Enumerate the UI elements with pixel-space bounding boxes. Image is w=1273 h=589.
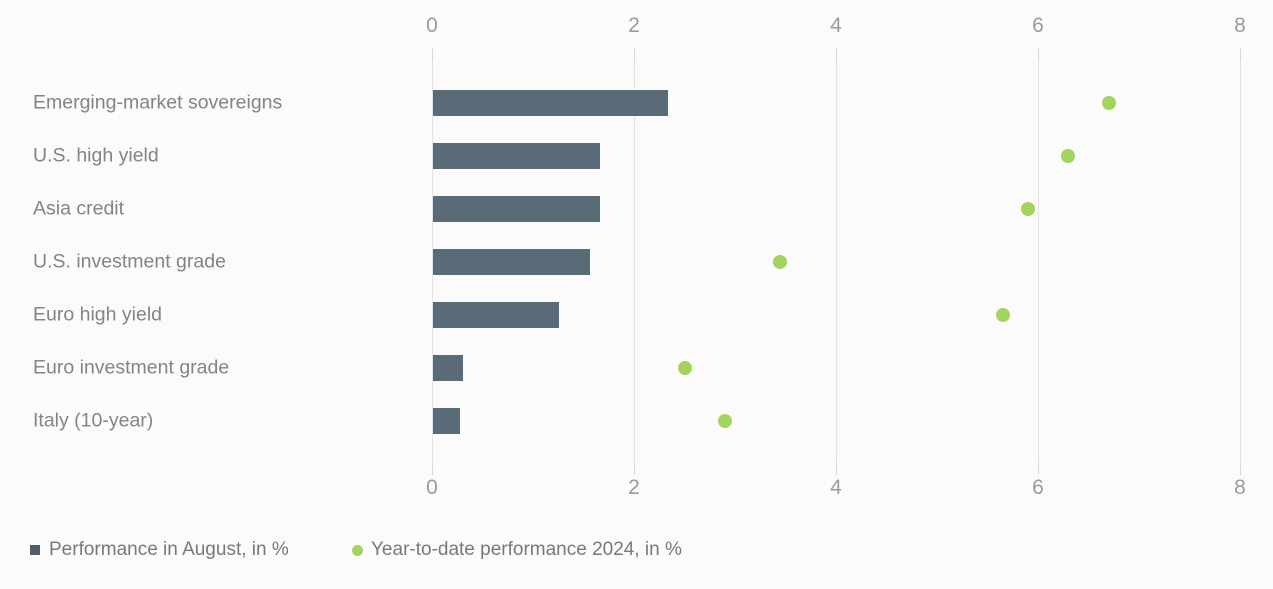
x-axis-label-top: 8 [1234, 14, 1246, 37]
gridline [1038, 60, 1039, 462]
bar-august [433, 408, 461, 434]
axis-tick-bottom [1240, 462, 1241, 475]
axis-tick-bottom [836, 462, 837, 475]
x-axis-label-top: 0 [426, 14, 438, 37]
dot-ytd [995, 308, 1010, 322]
x-axis-label-top: 4 [830, 14, 842, 37]
x-axis-label-bottom: 0 [426, 476, 438, 499]
legend-item-ytd: Year-to-date performance 2024, in % [352, 539, 682, 561]
gridline [836, 60, 837, 462]
axis-tick-top [836, 48, 837, 61]
gridline [1240, 60, 1241, 462]
category-label: Euro high yield [33, 303, 162, 326]
axis-tick-bottom [1038, 462, 1039, 475]
dot-ytd [677, 361, 692, 375]
x-axis-label-top: 6 [1032, 14, 1044, 37]
bar-august [433, 90, 669, 116]
x-axis-label-bottom: 8 [1234, 476, 1246, 499]
dot-ytd [1061, 149, 1076, 163]
x-axis-label-bottom: 2 [628, 476, 640, 499]
axis-tick-bottom [432, 462, 433, 475]
x-axis-label-bottom: 6 [1032, 476, 1044, 499]
dot-ytd [1101, 96, 1116, 110]
bar-august [433, 196, 600, 222]
category-label: Emerging-market sovereigns [33, 91, 283, 114]
legend-label-ytd: Year-to-date performance 2024, in % [371, 539, 682, 560]
gridline [634, 60, 635, 462]
x-axis-label-bottom: 4 [830, 476, 842, 499]
category-label: Asia credit [33, 197, 125, 220]
dot-ytd [1020, 202, 1035, 216]
axis-tick-top [634, 48, 635, 61]
bar-august [433, 302, 560, 328]
dot-ytd [773, 255, 788, 269]
gridline [432, 60, 433, 462]
legend-item-august: Performance in August, in % [30, 539, 289, 561]
axis-tick-top [1038, 48, 1039, 61]
axis-tick-top [1240, 48, 1241, 61]
bar-august [433, 355, 464, 381]
bar-august [433, 249, 590, 275]
category-label: U.S. high yield [33, 144, 159, 167]
x-axis-label-top: 2 [628, 14, 640, 37]
category-label: Euro investment grade [33, 356, 230, 379]
category-label: U.S. investment grade [33, 250, 226, 273]
axis-tick-top [432, 48, 433, 61]
dot-legend-swatch-icon [352, 544, 363, 556]
bar-legend-swatch-icon [30, 545, 40, 555]
dot-ytd [717, 414, 732, 428]
category-label: Italy (10-year) [33, 409, 154, 432]
axis-tick-bottom [634, 462, 635, 475]
bar-august [433, 143, 600, 169]
legend-label-august: Performance in August, in % [49, 539, 289, 560]
